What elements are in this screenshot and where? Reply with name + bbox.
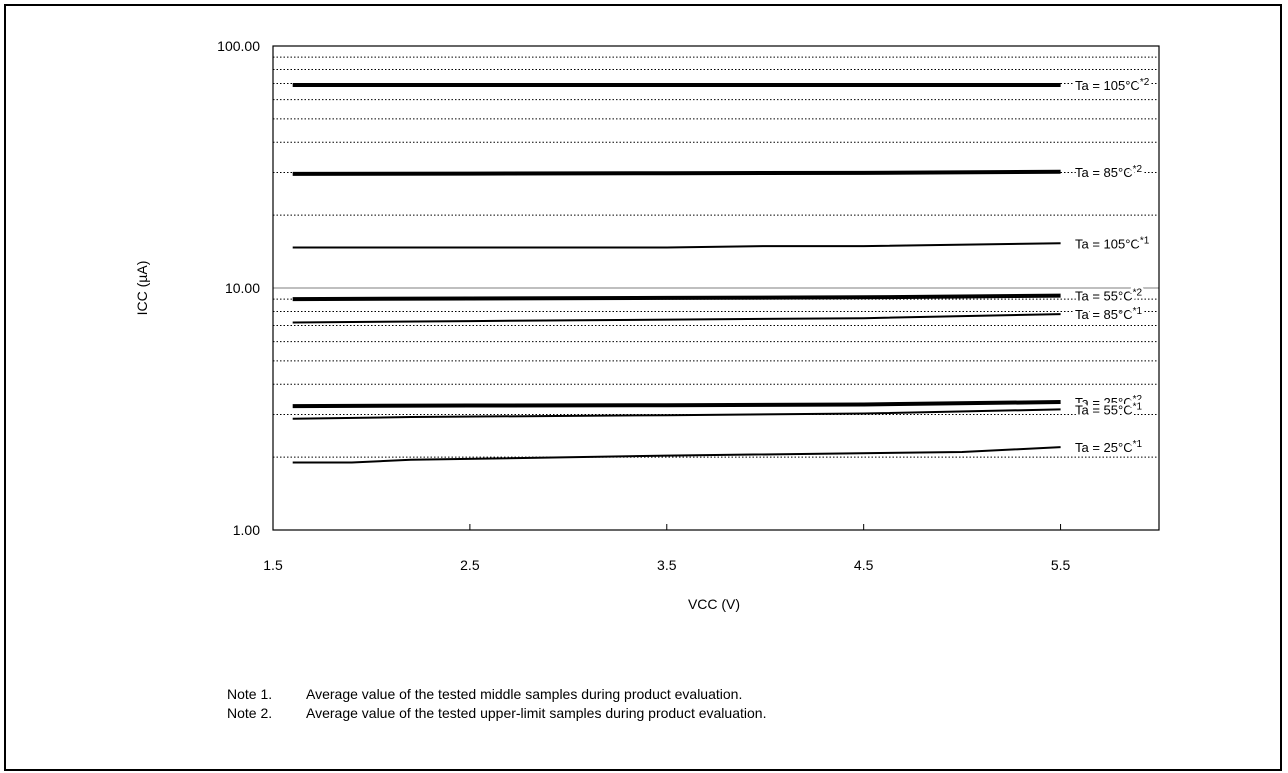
- series-label-8: Ta = 25°C*1: [1075, 439, 1142, 455]
- series-line-7: [292, 408, 1061, 420]
- series-line-5: [292, 313, 1061, 324]
- series-label-2: Ta = 85°C*2: [1075, 164, 1142, 180]
- x-axis-label: VCC (V): [688, 596, 740, 612]
- y-tick-label: 1.00: [233, 522, 260, 538]
- series-line-4: [292, 293, 1061, 302]
- chart-frame: [4, 4, 1282, 771]
- grid-layer: [273, 45, 1159, 458]
- y-tick-label: 10.00: [225, 280, 260, 296]
- note-2: Note 2. Average value of the tested upper…: [227, 704, 766, 723]
- note-2-text: Average value of the tested upper-limit …: [306, 705, 767, 721]
- series-line-2: [292, 169, 1061, 176]
- tick-layer: 1.5 2.5 3.5 4.5 5.5 1.00 10.00 100.00: [217, 38, 1070, 573]
- x-tick-label: 2.5: [460, 557, 480, 573]
- series-label-4: Ta = 55°C*2: [1075, 288, 1142, 304]
- x-tick-label: 4.5: [854, 557, 874, 573]
- y-axis-label: ICC (µA): [134, 261, 150, 316]
- series-line-6: [292, 400, 1061, 409]
- note-2-label: Note 2.: [227, 705, 273, 721]
- series-layer: Ta = 105°C*2 Ta = 85°C*2 Ta = 105°C*1 Ta = …: [292, 74, 1152, 464]
- series-label-5: Ta = 85°C*1: [1075, 306, 1142, 322]
- series-label-7: Ta = 55°C*1: [1075, 401, 1142, 417]
- y-tick-label: 100.00: [217, 38, 260, 54]
- x-tick-label: 3.5: [657, 557, 677, 573]
- series-label-6: Ta = 25°C*2: [1075, 394, 1142, 410]
- note-1-label: Note 1.: [227, 686, 273, 702]
- notes: Note 1. Average value of the tested middl…: [227, 685, 766, 723]
- note-1-text: Average value of the tested middle sampl…: [306, 686, 743, 702]
- series-label-3: Ta = 105°C*1: [1075, 235, 1150, 251]
- series-label-1: Ta = 105°C*2: [1075, 77, 1150, 93]
- x-tick-label: 5.5: [1051, 557, 1071, 573]
- plot-area: [272, 45, 1160, 531]
- series-line-3: [292, 242, 1061, 249]
- x-tick-label: 1.5: [263, 557, 283, 573]
- series-line-8: [292, 446, 1061, 464]
- note-1: Note 1. Average value of the tested middl…: [227, 685, 766, 704]
